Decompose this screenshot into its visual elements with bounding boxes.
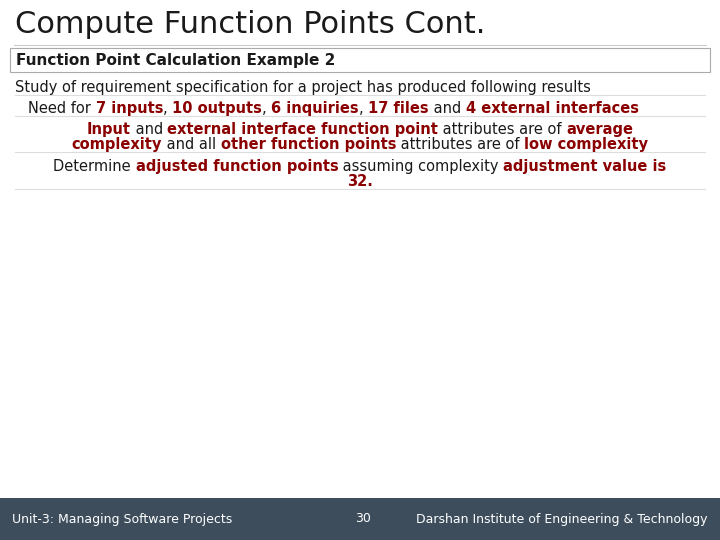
FancyBboxPatch shape (10, 48, 710, 72)
Text: Compute Function Points Cont.: Compute Function Points Cont. (15, 10, 485, 39)
Text: adjustment value is: adjustment value is (503, 159, 667, 174)
Text: ,: , (262, 101, 271, 116)
Text: Darshan Institute of Engineering & Technology: Darshan Institute of Engineering & Techn… (416, 512, 708, 525)
Text: other function points: other function points (221, 137, 396, 152)
Text: assuming complexity: assuming complexity (338, 159, 503, 174)
Text: and: and (429, 101, 466, 116)
Text: average: average (567, 122, 634, 137)
Text: 6 inquiries: 6 inquiries (271, 101, 359, 116)
Bar (0, 498, 720, 540)
Text: and all: and all (162, 137, 221, 152)
Text: Need for: Need for (28, 101, 96, 116)
Text: and: and (130, 122, 168, 137)
Text: ,: , (359, 101, 368, 116)
Text: 7 inputs: 7 inputs (96, 101, 163, 116)
Text: Study of requirement specification for a project has produced following results: Study of requirement specification for a… (15, 80, 591, 95)
Text: attributes are of: attributes are of (438, 122, 567, 137)
Text: low complexity: low complexity (524, 137, 649, 152)
Text: adjusted function points: adjusted function points (135, 159, 338, 174)
Text: attributes are of: attributes are of (396, 137, 524, 152)
Text: Input: Input (86, 122, 130, 137)
Text: 30: 30 (355, 512, 371, 525)
Text: 4 external interfaces: 4 external interfaces (466, 101, 639, 116)
Text: ,: , (163, 101, 172, 116)
Text: Unit-3: Managing Software Projects: Unit-3: Managing Software Projects (12, 512, 233, 525)
Text: Determine: Determine (53, 159, 135, 174)
Text: 17 files: 17 files (368, 101, 429, 116)
Text: Function Point Calculation Example 2: Function Point Calculation Example 2 (16, 52, 336, 68)
Text: 32.: 32. (347, 174, 373, 189)
Text: external interface function point: external interface function point (168, 122, 438, 137)
Text: 10 outputs: 10 outputs (172, 101, 262, 116)
Text: complexity: complexity (71, 137, 162, 152)
